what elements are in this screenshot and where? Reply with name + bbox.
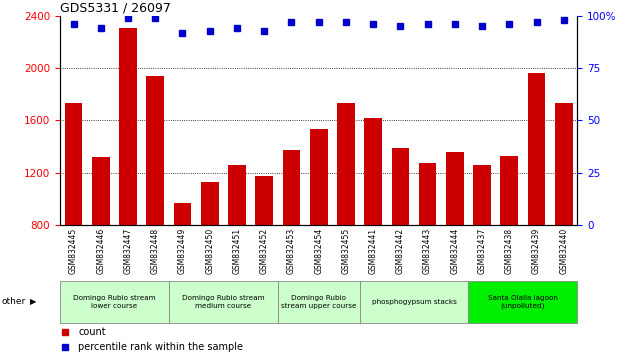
Text: phosphogypsum stacks: phosphogypsum stacks (372, 299, 456, 305)
Text: Domingo Rubio stream
medium course: Domingo Rubio stream medium course (182, 295, 264, 309)
Text: ▶: ▶ (30, 297, 37, 306)
Bar (364, 118, 382, 225)
Bar (360, 280, 468, 323)
Text: other: other (1, 297, 25, 306)
Bar (256, 176, 273, 225)
Text: count: count (78, 327, 105, 337)
Bar (146, 76, 164, 225)
Bar (555, 103, 572, 225)
Bar (228, 165, 246, 225)
Text: Domingo Rubio
stream upper course: Domingo Rubio stream upper course (281, 295, 357, 309)
Text: Santa Olalla lagoon
(unpolluted): Santa Olalla lagoon (unpolluted) (488, 295, 558, 309)
Bar (65, 103, 83, 225)
Bar (283, 150, 300, 225)
Bar (169, 280, 278, 323)
Bar (473, 165, 491, 225)
Bar (60, 280, 169, 323)
Bar (419, 164, 437, 225)
Bar (278, 280, 360, 323)
Text: GDS5331 / 26097: GDS5331 / 26097 (60, 1, 171, 14)
Bar (119, 28, 137, 225)
Text: percentile rank within the sample: percentile rank within the sample (78, 342, 243, 352)
Bar (92, 157, 110, 225)
Bar (528, 73, 545, 225)
Bar (201, 182, 218, 225)
Bar (174, 202, 191, 225)
Text: Domingo Rubio stream
lower course: Domingo Rubio stream lower course (73, 295, 156, 309)
Bar (391, 148, 409, 225)
Bar (337, 103, 355, 225)
Bar (468, 280, 577, 323)
Bar (310, 130, 327, 225)
Bar (446, 152, 464, 225)
Bar (500, 156, 518, 225)
